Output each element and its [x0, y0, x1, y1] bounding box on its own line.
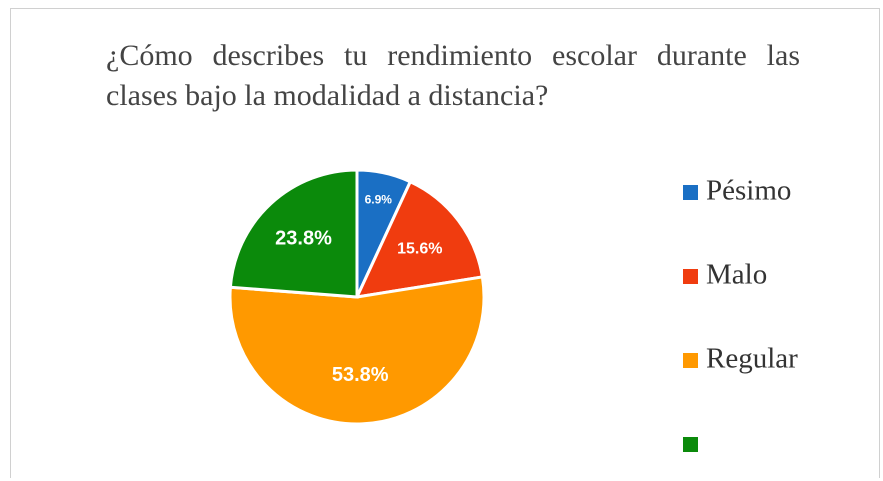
pie-slice	[354, 179, 485, 299]
slice-label: 6.9%	[365, 192, 393, 206]
legend-label: Regular	[706, 343, 798, 375]
legend-swatch	[683, 185, 698, 200]
pie-slice	[228, 275, 486, 426]
legend-swatch	[683, 437, 698, 452]
legend-swatch	[683, 353, 698, 368]
chart-title: ¿Cómo describes tu rendimiento escolar d…	[106, 39, 800, 112]
legend-label: Pésimo	[706, 175, 791, 207]
chart-frame	[10, 8, 880, 478]
slice-label: 53.8%	[332, 364, 389, 386]
pie-slice	[228, 168, 359, 299]
legend-swatch	[683, 269, 698, 284]
legend-label: Malo	[706, 259, 767, 291]
slice-label: 15.6%	[397, 241, 442, 258]
slice-label: 23.8%	[275, 228, 332, 250]
